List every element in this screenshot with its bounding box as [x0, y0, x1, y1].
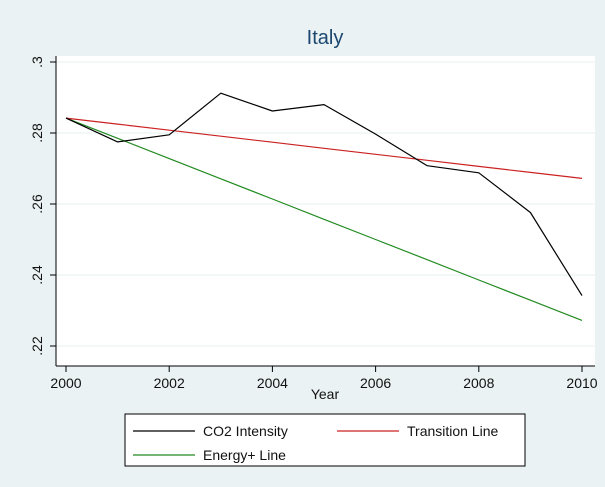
x-tick-label: 2006	[360, 375, 391, 391]
series-lines	[65, 92, 583, 321]
series-line-energy-line	[65, 117, 583, 321]
legend-label-transition-line: Transition Line	[407, 423, 499, 439]
x-tick-label: 2004	[257, 375, 288, 391]
plot-area	[56, 56, 595, 366]
legend: CO2 Intensity Transition Line Energy+ Line	[124, 413, 526, 467]
y-tick-label: .24	[29, 265, 45, 285]
series-line-co2-intensity	[65, 92, 583, 296]
y-tick-label: .22	[29, 336, 45, 356]
x-tick-label: 2000	[50, 375, 81, 391]
series-line-transition-line	[65, 117, 583, 179]
x-tick-label: 2008	[463, 375, 494, 391]
x-tick-label: 2010	[566, 375, 597, 391]
legend-label-co2-intensity: CO2 Intensity	[203, 423, 288, 439]
grid	[56, 61, 595, 347]
legend-label-energy-line: Energy+ Line	[203, 447, 286, 463]
axis-ticks: .22 .24 .26 .28 .3 2000 2002 2004 2006 2008 2010	[29, 56, 598, 391]
chart-title: Italy	[307, 27, 344, 49]
y-tick-label: .28	[29, 123, 45, 143]
legend-box	[124, 413, 526, 467]
x-axis-title: Year	[311, 386, 340, 402]
x-tick-label: 2002	[154, 375, 185, 391]
y-tick-label: .3	[29, 56, 45, 68]
y-tick-label: .26	[29, 194, 45, 214]
